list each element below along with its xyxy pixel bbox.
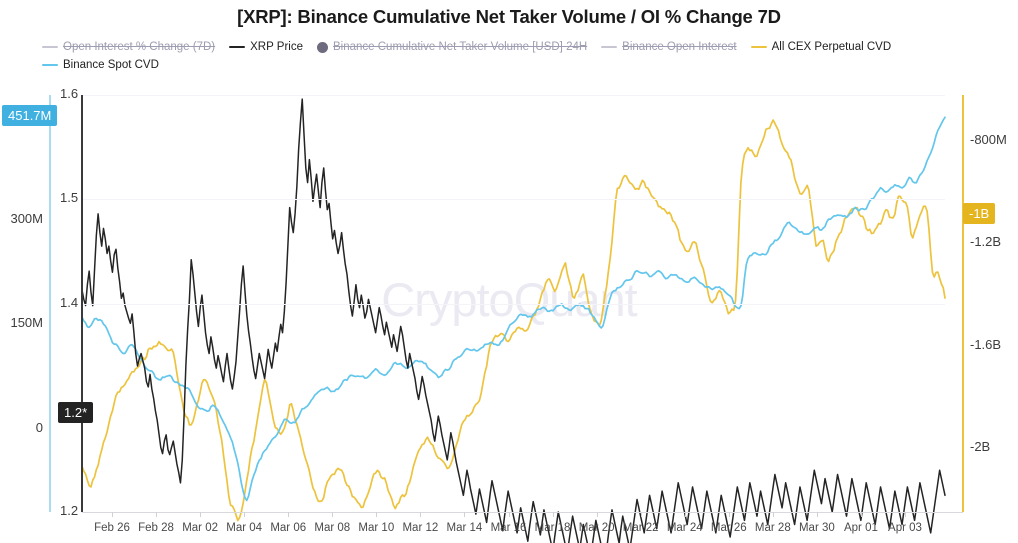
legend-item-label: Binance Open Interest [622, 41, 737, 53]
plot-area [82, 95, 945, 512]
series-line-all-cex-perpetual-cvd [82, 120, 945, 521]
x-tick-label: Mar 30 [798, 522, 835, 534]
x-tick-label: Mar 16 [490, 522, 527, 534]
x-tick-label: Mar 26 [710, 522, 747, 534]
x-tick-mark [508, 512, 510, 517]
x-tick-label: Mar 18 [534, 522, 571, 534]
legend-item-label: XRP Price [250, 41, 303, 53]
x-tick-mark [200, 512, 202, 517]
x-tick-label: Mar 20 [578, 522, 615, 534]
x-tick-label: Mar 12 [402, 522, 439, 534]
page-title: [XRP]: Binance Cumulative Net Taker Volu… [237, 6, 781, 27]
x-tick-label: Mar 14 [446, 522, 483, 534]
x-tick-label: Feb 26 [94, 522, 130, 534]
legend-line-icon [229, 45, 246, 49]
legend-item-open-interest-change-7d[interactable]: Open Interest % Change (7D) [42, 38, 215, 56]
legend-line-icon [42, 45, 58, 49]
x-tick-mark [728, 512, 730, 517]
x-tick-mark [772, 512, 774, 517]
x-tick-mark [288, 512, 290, 517]
axis-line-binance-spot-cvd [49, 95, 51, 512]
axis-line-xrp-price [81, 95, 83, 512]
y-tick-label-price: 1.2 [60, 503, 79, 518]
legend-line-icon [601, 45, 618, 49]
legend-item-label: Binance Cumulative Net Taker Volume [USD… [332, 41, 588, 53]
x-tick-mark [464, 512, 466, 517]
axis-line-all-cex-perpetual-cvd [962, 95, 964, 512]
x-tick-label: Mar 06 [270, 522, 307, 534]
legend-item-label: All CEX Perpetual CVD [771, 41, 892, 53]
x-tick-label: Mar 02 [182, 522, 219, 534]
y-tick-label-spot-cvd: 0 [35, 419, 43, 435]
x-tick-label: Apr 03 [888, 522, 922, 534]
x-tick-mark [905, 512, 906, 517]
y-tick-label-perp-cvd: -1.6B [970, 336, 1002, 352]
x-tick-mark [244, 512, 246, 517]
y-tick-label-price: 1.5 [60, 190, 79, 206]
x-tick-mark [684, 512, 686, 517]
x-tick-mark [596, 512, 598, 517]
legend-item-all-cex-perpetual-cvd[interactable]: All CEX Perpetual CVD [750, 38, 892, 56]
grid-line [82, 199, 945, 201]
legend-dot-icon [316, 41, 328, 53]
x-tick-label: Mar 28 [754, 522, 791, 534]
series-line-xrp-price [82, 99, 945, 543]
legend-item-label: Binance Spot CVD [63, 59, 159, 71]
x-tick-label: Apr 01 [843, 522, 878, 534]
x-tick-mark [420, 512, 422, 517]
x-tick-label: Mar 22 [622, 522, 659, 534]
y-tick-label-perp-cvd: -1.2B [970, 234, 1002, 250]
x-tick-label: Mar 10 [358, 522, 395, 534]
legend-item-binance-open-interest[interactable]: Binance Open Interest [601, 38, 737, 56]
legend-item-label: Open Interest % Change (7D) [63, 41, 216, 53]
grid-line [82, 95, 945, 96]
axis-line-time [82, 512, 963, 513]
x-tick-mark [332, 512, 334, 517]
x-tick-mark [816, 512, 818, 517]
x-tick-mark [552, 512, 554, 517]
y-tick-label-perp-cvd: -800M [970, 132, 1007, 148]
y-tick-label-spot-cvd: 150M [10, 315, 43, 331]
chart-legend[interactable]: Open Interest % Change (7D) XRP Price Bina… [42, 38, 992, 74]
legend-line-icon [750, 45, 767, 49]
x-tick-mark [156, 512, 158, 517]
series-line-binance-spot-cvd [82, 117, 945, 500]
status-badge-xrp-price: 1.2* [58, 402, 94, 423]
legend-item-binance-cumulative-net-taker-volume-usd-24h[interactable]: Binance Cumulative Net Taker Volume [USD… [316, 38, 588, 56]
x-tick-mark [860, 512, 862, 517]
legend-item-binance-spot-cvd[interactable]: Binance Spot CVD [42, 56, 159, 74]
x-tick-label: Mar 24 [666, 522, 703, 534]
y-tick-label-price: 1.6 [60, 86, 79, 101]
series-canvas [82, 95, 945, 512]
y-tick-label-spot-cvd: 300M [10, 211, 43, 227]
legend-item-xrp-price[interactable]: XRP Price [229, 38, 303, 56]
y-tick-label-perp-cvd: -2B [970, 439, 991, 455]
x-tick-label: Mar 08 [314, 522, 351, 534]
x-tick-label: Feb 28 [138, 522, 174, 534]
x-tick-mark [376, 512, 378, 517]
x-tick-mark [640, 512, 642, 517]
x-tick-label: Mar 04 [226, 522, 263, 534]
y-tick-label-price: 1.4 [60, 294, 79, 310]
status-badge-binance-spot-cvd: 451.7M [2, 105, 58, 126]
x-tick-mark [112, 512, 113, 517]
legend-line-icon [42, 63, 58, 67]
status-badge-all-cex-perpetual-cvd: -1B [963, 203, 996, 224]
grid-line [82, 303, 945, 305]
